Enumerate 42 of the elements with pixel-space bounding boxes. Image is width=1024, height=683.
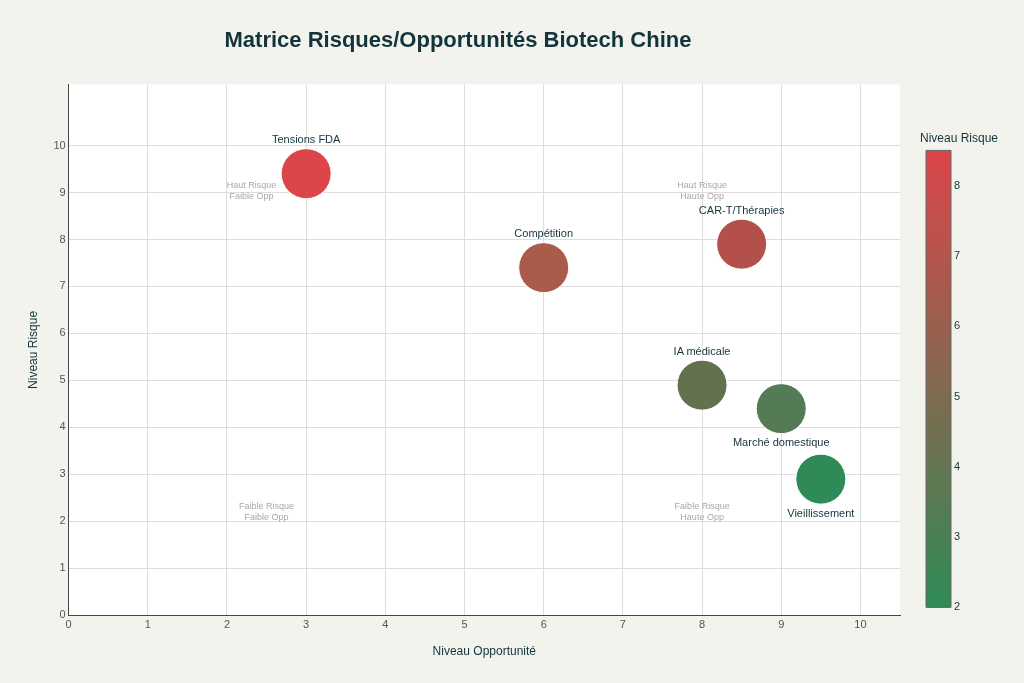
series-label: CAR-T/Thérapies xyxy=(698,203,785,216)
annotation: Faible Risque Faible Opp xyxy=(238,500,295,522)
series-label: Compétition xyxy=(514,227,574,240)
color-bar-label: 4 xyxy=(954,459,961,472)
x-tick-label: 7 xyxy=(619,618,626,631)
color-bar-label: 6 xyxy=(954,319,961,332)
annotation: Faible Risque Haute Opp xyxy=(674,500,730,522)
y-tick-label: 6 xyxy=(59,326,66,339)
color-bar-title: Niveau Risque xyxy=(920,130,999,145)
chart-title: Matrice Risques/Opportunités Biotech Chine xyxy=(224,27,692,53)
y-tick-label: 4 xyxy=(59,420,66,433)
x-tick-label: 8 xyxy=(698,618,706,631)
y-tick-label: 2 xyxy=(59,514,66,527)
x-axis-title: Niveau Opportunité xyxy=(432,644,537,659)
color-bar-label: 2 xyxy=(954,600,961,613)
y-tick-label: 9 xyxy=(59,185,66,198)
x-tick-label: 4 xyxy=(382,618,389,631)
series-label: IA médicale xyxy=(673,344,731,357)
x-tick-label: 3 xyxy=(303,618,310,631)
color-bar-label: 5 xyxy=(954,389,961,402)
color-bar-label: 7 xyxy=(954,248,961,261)
annotation: Haut Risque Faible Opp xyxy=(226,179,277,201)
y-axis-title: Niveau Risque xyxy=(25,310,40,389)
y-tick-label: 3 xyxy=(59,467,66,480)
x-tick-label: 6 xyxy=(540,618,547,631)
color-bar-label: 3 xyxy=(954,530,961,543)
x-tick-label: 10 xyxy=(854,618,867,631)
series-label: Tensions FDA xyxy=(271,133,342,146)
x-tick-label: 2 xyxy=(223,618,231,631)
series-label: Vieillissement xyxy=(787,506,855,519)
x-tick-label: 5 xyxy=(461,618,468,631)
x-tick-label: 1 xyxy=(144,618,151,631)
y-tick-label: 0 xyxy=(59,608,66,621)
color-bar-label: 8 xyxy=(954,178,961,191)
y-tick-label: 10 xyxy=(53,138,66,151)
y-tick-label: 7 xyxy=(59,279,66,292)
annotation: Haut Risque Haute Opp xyxy=(677,179,727,201)
series-label: Marché domestique xyxy=(732,436,830,449)
y-tick-label: 5 xyxy=(59,373,66,386)
y-tick-label: 8 xyxy=(59,232,66,245)
y-tick-label: 1 xyxy=(59,561,66,574)
x-tick-label: 9 xyxy=(778,618,785,631)
